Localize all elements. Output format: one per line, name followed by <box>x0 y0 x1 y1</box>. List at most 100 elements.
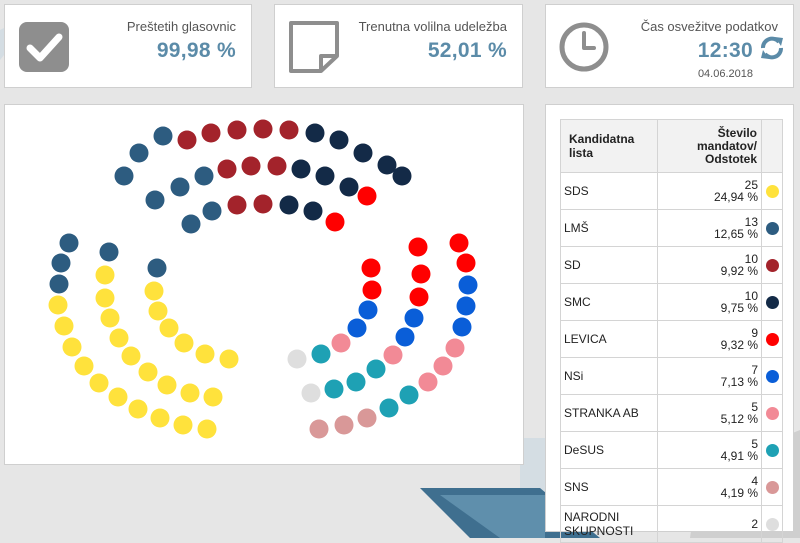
seat-dot <box>170 177 190 197</box>
checkmark-icon <box>19 22 69 72</box>
party-name: SD <box>559 246 659 284</box>
seat-dot <box>74 356 94 376</box>
seat-dot <box>433 356 453 376</box>
party-seats: 5 5,12 % <box>657 394 762 432</box>
seat-dot <box>383 345 403 365</box>
seat-dot <box>194 166 214 186</box>
seat-dot <box>253 194 273 214</box>
seat-dot <box>51 253 71 273</box>
party-color-dot <box>765 370 779 384</box>
party-color-dot <box>765 259 779 273</box>
party-color-dot <box>765 296 779 310</box>
party-name: DeSUS <box>559 431 659 469</box>
seat-dot <box>408 237 428 257</box>
vote-percent: 4,91 % <box>720 449 758 463</box>
party-seats: 9 9,32 % <box>657 320 762 358</box>
party-seats: 10 9,92 % <box>657 246 762 284</box>
vote-percent: 9,75 % <box>720 301 758 315</box>
party-name: LEVICA <box>559 320 659 358</box>
seat-dot <box>159 318 179 338</box>
party-color-cell <box>761 246 783 284</box>
seat-dot <box>157 375 177 395</box>
seat-dot <box>121 346 141 366</box>
party-name: SDS <box>559 172 659 210</box>
seat-dot <box>339 177 359 197</box>
seat-count: 2 <box>751 517 758 531</box>
seat-dot <box>59 233 79 253</box>
seat-dot <box>202 201 222 221</box>
party-name: STRANKA AB <box>559 394 659 432</box>
party-color-cell <box>761 468 783 506</box>
party-name: NARODNI SKUPNOSTI <box>559 505 659 543</box>
table-row: LMŠ 13 12,65 % <box>559 209 783 247</box>
seat-dot <box>180 383 200 403</box>
seat-count: 10 <box>744 289 758 303</box>
seat-dot <box>458 275 478 295</box>
seat-dot <box>219 349 239 369</box>
seat-dot <box>324 379 344 399</box>
clock-icon <box>559 22 609 72</box>
seat-dot <box>399 385 419 405</box>
seat-count: 5 <box>751 400 758 414</box>
refresh-date: 04.06.2018 <box>697 68 753 80</box>
vote-percent: 9,32 % <box>720 338 758 352</box>
seat-dot <box>241 156 261 176</box>
seat-dot <box>181 214 201 234</box>
vote-percent: 7,13 % <box>720 375 758 389</box>
seat-dot <box>347 318 367 338</box>
seat-dot <box>329 130 349 150</box>
results-table: Kandidatna lista Število mandatov/ Odsto… <box>559 119 783 543</box>
seat-dot <box>174 333 194 353</box>
party-seats: 2 <box>657 505 762 543</box>
seat-dot <box>109 328 129 348</box>
seat-dot <box>291 159 311 179</box>
table-row: SDS 25 24,94 % <box>559 172 783 210</box>
seat-dot <box>147 258 167 278</box>
seat-dot <box>173 415 193 435</box>
seat-dot <box>334 415 354 435</box>
vote-percent: 12,65 % <box>713 227 758 241</box>
seat-dot <box>366 359 386 379</box>
seat-dot <box>346 372 366 392</box>
seat-dot <box>315 166 335 186</box>
seat-dot <box>253 119 273 139</box>
seat-dot <box>357 186 377 206</box>
seat-count: 9 <box>751 326 758 340</box>
seat-dot <box>144 281 164 301</box>
party-color-cell <box>761 209 783 247</box>
seat-dot <box>197 419 217 439</box>
seat-dot <box>227 195 247 215</box>
seat-dot <box>418 372 438 392</box>
party-color-dot <box>765 481 779 495</box>
party-color-dot <box>765 444 779 458</box>
header-list: Kandidatna lista <box>559 119 659 173</box>
seat-dot <box>99 242 119 262</box>
results-header-row: Kandidatna lista Število mandatov/ Odsto… <box>559 119 783 173</box>
table-row: NSi 7 7,13 % <box>559 357 783 395</box>
turnout-card: Trenutna volilna udeležba 52,01 % <box>274 4 523 88</box>
seat-dot <box>411 264 431 284</box>
seat-dot <box>129 143 149 163</box>
refresh-icon[interactable] <box>759 35 785 61</box>
seat-dot <box>361 258 381 278</box>
seat-dot <box>452 317 472 337</box>
party-color-dot <box>765 222 779 236</box>
seat-dot <box>404 308 424 328</box>
document-icon <box>289 21 339 73</box>
seat-dot <box>48 295 68 315</box>
party-color-cell <box>761 394 783 432</box>
party-seats: 25 24,94 % <box>657 172 762 210</box>
seat-dot <box>95 288 115 308</box>
results-card: Kandidatna lista Število mandatov/ Odsto… <box>545 104 794 543</box>
table-row: LEVICA 9 9,32 % <box>559 320 783 358</box>
refresh-time-card: Čas osvežitve podatkov 12:30 04.06.2018 <box>545 4 794 88</box>
seat-dot <box>114 166 134 186</box>
refresh-time: 12:30 <box>697 39 753 62</box>
seat-dot <box>267 156 287 176</box>
seat-count: 4 <box>751 474 758 488</box>
table-row: NARODNI SKUPNOSTI 2 <box>559 505 783 543</box>
seat-dot <box>95 265 115 285</box>
seat-dot <box>195 344 215 364</box>
seat-dot <box>303 201 323 221</box>
table-row: SD 10 9,92 % <box>559 246 783 284</box>
